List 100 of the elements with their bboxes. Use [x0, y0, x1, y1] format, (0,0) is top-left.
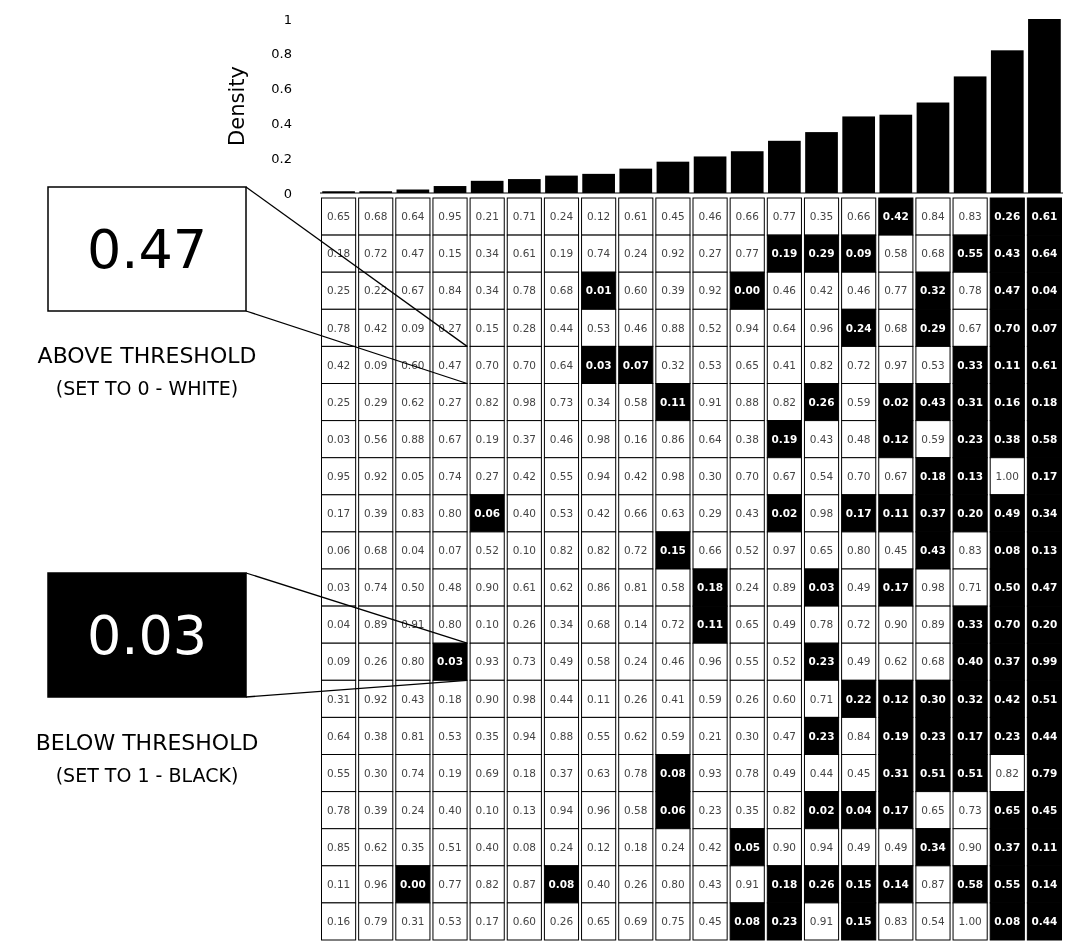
data-label: 0.64	[698, 432, 723, 445]
data-label: 0.00	[734, 284, 761, 297]
data-label: 0.98	[921, 581, 945, 594]
data-label: 0.39	[364, 507, 388, 520]
data-label: 0.21	[475, 210, 499, 223]
data-label: 0.44	[809, 766, 834, 779]
data-label: 0.42	[364, 321, 388, 334]
data-label: 0.09	[845, 247, 872, 260]
data-label: 0.80	[438, 618, 462, 631]
data-label: 0.35	[809, 210, 834, 223]
data-label: 0.17	[475, 915, 499, 928]
data-label: 0.31	[957, 395, 984, 408]
data-label: 0.40	[586, 878, 611, 891]
data-label: 0.39	[661, 284, 685, 297]
data-label: 0.68	[364, 544, 388, 557]
data-label: 0.51	[1031, 692, 1058, 705]
data-label: 0.42	[882, 210, 909, 223]
data-label: 0.52	[772, 655, 797, 668]
data-label: 0.43	[920, 395, 946, 408]
data-label: 0.08	[548, 878, 575, 891]
data-label: 0.72	[846, 358, 871, 371]
text: (SET TO 0 - WHITE)	[55, 376, 239, 399]
data-label: 0.09	[401, 321, 425, 334]
data-label: 0.82	[475, 395, 499, 408]
data-label: 0.10	[475, 618, 499, 631]
data-label: 0.46	[846, 284, 871, 297]
data-label: 0.18	[438, 692, 462, 705]
data-label: 0.23	[920, 729, 946, 742]
data-label: 0.51	[957, 766, 984, 779]
data-label: 0.23	[994, 729, 1021, 742]
data-label: 0.30	[920, 692, 946, 705]
data-label: 0.61	[512, 581, 537, 594]
data-label: 0.51	[438, 840, 462, 853]
data-label: 0.89	[921, 618, 945, 631]
data-label: 0.29	[698, 507, 722, 520]
data-label: 0.21	[698, 729, 722, 742]
y-tick-label: 0.2	[271, 150, 292, 166]
data-label: 0.17	[957, 729, 984, 742]
data-label: 0.11	[659, 395, 686, 408]
data-label: 0.04	[401, 544, 425, 557]
data-label: 0.64	[1031, 247, 1058, 260]
data-label: 0.16	[624, 432, 648, 445]
data-label: 0.23	[808, 729, 835, 742]
data-label: 0.49	[772, 618, 797, 631]
data-label: 0.62	[364, 840, 388, 853]
data-label: 0.78	[958, 284, 982, 297]
data-label: 0.47	[401, 247, 425, 260]
data-label: 0.30	[735, 729, 759, 742]
data-label: 0.77	[735, 247, 759, 260]
data-label: 0.83	[884, 915, 908, 928]
data-label: 0.17	[882, 803, 909, 816]
y-tick-label: 0.8	[271, 46, 292, 62]
data-label: 0.87	[921, 878, 945, 891]
data-label: 0.26	[808, 395, 835, 408]
data-label: 0.43	[920, 544, 946, 557]
data-label: 0.37	[920, 507, 946, 520]
data-label: 0.04	[1031, 284, 1058, 297]
data-label: 0.19	[771, 247, 798, 260]
data-label: 0.89	[364, 618, 388, 631]
data-label: 0.44	[1031, 729, 1058, 742]
data-label: 0.14	[882, 878, 909, 891]
data-label: 0.43	[698, 878, 722, 891]
data-label: 0.98	[512, 692, 537, 705]
data-label: 0.65	[586, 915, 611, 928]
data-label: 0.70	[475, 358, 499, 371]
data-label: 0.99	[1031, 655, 1058, 668]
data-label: 0.40	[957, 655, 984, 668]
data-label: 0.66	[846, 210, 871, 223]
data-label: 0.81	[624, 581, 648, 594]
data-label: 0.23	[771, 915, 798, 928]
data-label: 0.78	[326, 803, 351, 816]
data-label: 0.27	[475, 469, 499, 482]
data-label: 0.84	[921, 210, 945, 223]
data-label: 0.46	[661, 655, 685, 668]
data-label: 0.22	[845, 692, 872, 705]
data-label: 0.06	[474, 507, 501, 520]
data-label: 0.33	[957, 618, 984, 631]
data-label: 0.34	[549, 618, 574, 631]
data-label: 0.14	[1031, 878, 1058, 891]
data-label: 1.00	[958, 915, 982, 928]
data-label: 0.18	[920, 469, 946, 482]
data-label: 0.28	[512, 321, 537, 334]
data-label: 0.60	[624, 284, 648, 297]
data-label: 0.18	[512, 766, 537, 779]
data-label: 0.34	[1031, 507, 1058, 520]
data-label: 0.16	[994, 395, 1021, 408]
data-label: 0.88	[735, 395, 759, 408]
data-label: 0.42	[624, 469, 648, 482]
data-label: 0.64	[401, 210, 425, 223]
data-label: 0.42	[586, 507, 611, 520]
data-label: 0.88	[549, 729, 574, 742]
data-label: 0.98	[661, 469, 685, 482]
data-label: 0.83	[958, 544, 982, 557]
data-label: 0.59	[661, 729, 685, 742]
data-label: 0.72	[624, 544, 648, 557]
data-label: 0.30	[698, 469, 722, 482]
data-label: 0.73	[512, 655, 537, 668]
data-label: 0.37	[512, 432, 537, 445]
data-label: 0.90	[884, 618, 908, 631]
data-label: 0.12	[586, 840, 611, 853]
